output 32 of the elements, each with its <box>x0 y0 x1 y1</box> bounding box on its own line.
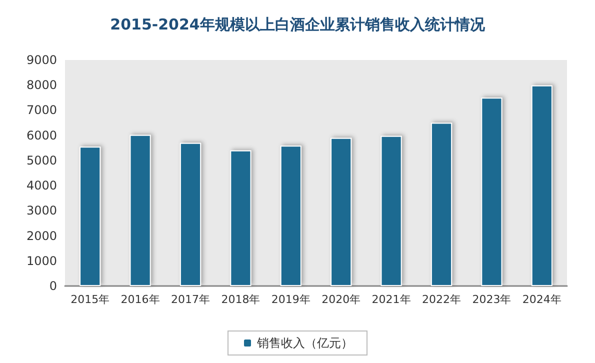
x-tick-label: 2023年 <box>472 293 512 306</box>
x-tick-label: 2022年 <box>422 293 461 306</box>
y-tick-label: 8000 <box>26 78 57 92</box>
x-tick-label: 2021年 <box>372 293 411 306</box>
bar <box>180 142 202 286</box>
x-tick-label: 2016年 <box>120 293 160 306</box>
bar <box>481 98 502 286</box>
legend-label: 销售收入（亿元） <box>256 336 353 350</box>
bar <box>531 85 552 286</box>
y-tick-label: 2000 <box>26 228 57 243</box>
bar <box>230 150 252 286</box>
chart-title: 2015-2024年规模以上白酒企业累计销售收入统计情况 <box>110 16 486 34</box>
y-tick-label: 1000 <box>26 254 57 268</box>
x-tick-label: 2024年 <box>522 293 562 306</box>
y-tick-label: 0 <box>49 279 57 293</box>
y-tick-label: 3000 <box>26 204 57 218</box>
y-tick-label: 9000 <box>26 53 57 67</box>
x-tick-label: 2017年 <box>171 293 210 306</box>
bar <box>380 136 402 286</box>
bar <box>330 138 352 286</box>
bar <box>130 134 151 286</box>
bar <box>280 146 302 286</box>
x-tick-label: 2015年 <box>70 293 110 306</box>
y-tick-label: 7000 <box>26 103 57 118</box>
x-tick-label: 2018年 <box>221 293 260 306</box>
x-tick-label: 2019年 <box>271 293 310 306</box>
x-tick-label: 2020年 <box>322 293 361 306</box>
y-tick-label: 5000 <box>26 153 57 168</box>
bar <box>430 122 452 286</box>
bar <box>80 146 101 286</box>
y-tick-label: 4000 <box>26 178 57 193</box>
y-tick-label: 6000 <box>26 128 57 142</box>
